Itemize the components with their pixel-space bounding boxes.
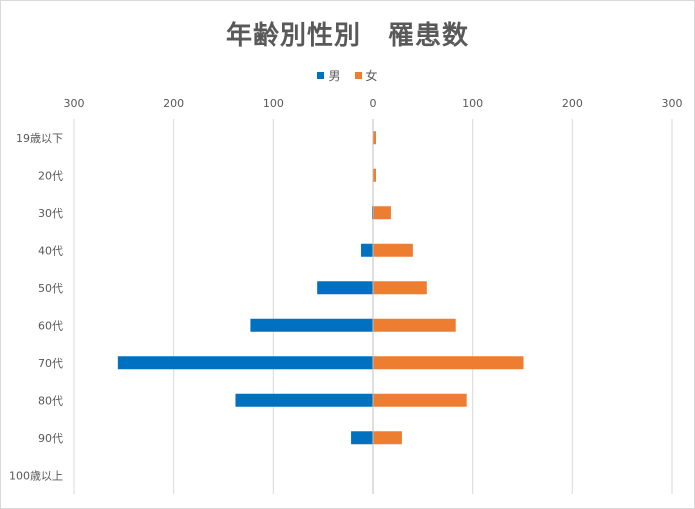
bar-female [373, 318, 456, 332]
x-tick-label: 0 [370, 97, 377, 110]
bar-male [317, 281, 373, 295]
category-label: 20代 [38, 169, 63, 182]
category-label: 80代 [38, 394, 63, 407]
bar-male [361, 243, 373, 257]
legend-label-male: 男 [328, 69, 341, 83]
bar-female [373, 131, 376, 145]
bar-female [373, 281, 427, 295]
x-tick-label: 300 [64, 97, 85, 110]
x-tick-label: 300 [662, 97, 683, 110]
x-tick-label: 200 [163, 97, 184, 110]
legend-item-female: 女 [354, 67, 378, 84]
bar-female [373, 393, 467, 407]
bar-female [373, 431, 402, 445]
legend-swatch-male [317, 72, 325, 79]
category-label: 50代 [38, 282, 63, 295]
category-label: 90代 [38, 432, 63, 445]
chart-title: 年齢別性別 罹患数 [225, 21, 469, 51]
x-tick-label: 200 [562, 97, 583, 110]
bar-male [117, 356, 373, 370]
category-label: 30代 [38, 207, 63, 220]
bar-female [373, 356, 524, 370]
bar-male [250, 318, 373, 332]
category-label: 100歳以上 [9, 469, 63, 482]
bar-male [235, 393, 373, 407]
category-label: 70代 [38, 357, 63, 370]
category-label: 40代 [38, 244, 63, 257]
bar-female [373, 243, 413, 257]
category-label: 19歳以下 [16, 132, 63, 145]
chart-legend: 男 女 [1, 67, 694, 84]
bar-female [373, 206, 391, 220]
legend-swatch-female [354, 72, 362, 79]
legend-item-male: 男 [317, 67, 341, 84]
x-tick-label: 100 [462, 97, 483, 110]
bar-male [351, 431, 373, 445]
x-tick-label: 100 [263, 97, 284, 110]
legend-label-female: 女 [365, 69, 378, 83]
category-label: 60代 [38, 319, 63, 332]
bar-female [373, 168, 376, 182]
